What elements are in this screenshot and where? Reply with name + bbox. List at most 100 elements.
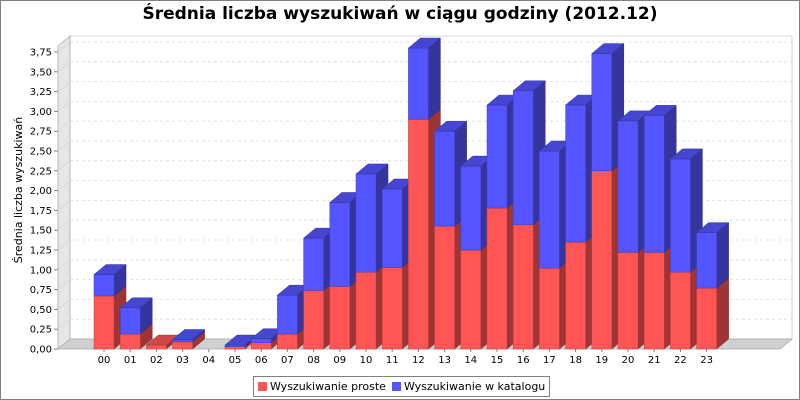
legend-item: Wyszukiwanie proste [258,380,386,393]
bar [696,287,717,350]
bar [172,341,193,350]
bar [617,120,639,253]
bar [460,165,482,251]
bar [93,295,115,350]
bar [617,252,639,350]
bar [119,333,141,350]
bar [591,53,613,172]
bar-top [407,37,442,49]
gridline [57,299,71,310]
bar-top [119,297,153,309]
bar [434,225,455,350]
bar [643,115,665,253]
gridline [57,180,71,191]
y-tick-label: 2,50 [30,147,52,158]
bar-top [93,264,127,275]
x-tick-label: 18 [569,355,582,366]
bar [303,290,324,350]
bar [512,90,534,225]
legend-item: Wyszukiwanie w katalogu [391,380,546,393]
bar [460,249,482,350]
x-tick-label: 04 [202,355,215,366]
bar [486,207,508,350]
bar-top [695,222,730,233]
x-tick-label: 23 [700,355,713,366]
gridline [57,61,71,73]
bar-top [433,120,468,132]
bar-side [716,222,729,289]
x-tick-label: 08 [307,355,320,366]
y-tick-label: 1,00 [30,265,52,276]
y-tick-label: 2,00 [30,186,52,197]
bar [408,119,429,350]
bar [172,339,193,343]
y-tick-label: 2,25 [30,166,52,177]
bar [355,271,377,350]
gridline [57,140,71,152]
y-tick-label: 3,00 [30,107,52,118]
bar [539,267,560,350]
x-tick-label: 05 [229,355,242,366]
gridline [57,101,71,112]
bar-top [171,329,206,340]
x-tick-label: 17 [543,355,556,366]
x-tick-label: 01 [124,355,137,366]
bar [277,294,298,335]
bar [250,338,272,343]
legend: Wyszukiwanie proste Wyszukiwanie w katal… [253,376,551,397]
bar [591,170,613,350]
y-axis-label: Średnia liczba wyszukiwań [12,117,25,264]
bar [119,307,141,335]
x-tick-label: 15 [491,355,504,366]
bar [434,130,455,227]
legend-label: Wyszukiwanie w katalogu [403,380,546,393]
y-tick-label: 2,75 [30,127,52,138]
x-axis-ticks: 00 01 02 03 04 05 06 07 08 09 10 11 12 13 14 15 16 17 18 19… [98,349,713,366]
bar [512,224,534,350]
x-tick-label: 06 [255,355,268,366]
x-tick-label: 00 [98,355,111,366]
bar-top [355,163,389,175]
gridline [57,160,71,172]
bar [303,237,324,291]
bar-side [716,277,729,350]
legend-label: Wyszukiwanie proste [270,380,386,393]
x-tick-label: 21 [648,355,661,366]
bar [643,252,665,350]
x-tick-label: 09 [333,355,346,366]
bar [696,232,717,289]
bar [355,173,377,273]
gridline [57,81,71,92]
bar-top [512,80,546,92]
x-tick-label: 07 [281,355,294,366]
bar [670,158,691,273]
bar-side [428,37,441,120]
gridline [57,239,71,251]
bar-top [669,148,704,160]
bar [224,346,246,350]
x-tick-label: 16 [517,355,530,366]
bar [381,188,403,268]
x-tick-label: 19 [595,355,608,366]
legend-swatch [258,382,267,391]
y-tick-label: 1,50 [30,226,52,237]
bars [93,37,730,350]
y-tick-label: 3,25 [30,87,52,98]
bar-top [643,105,677,116]
legend-swatch [391,382,401,391]
y-tick-label: 0,50 [30,305,52,316]
bar [408,47,429,120]
bar-top [591,43,625,54]
bar [565,104,586,243]
bar [670,271,691,350]
gridline [57,219,71,231]
y-tick-label: 0,75 [30,285,52,296]
x-tick-label: 13 [438,355,451,366]
y-tick-label: 3,75 [30,48,52,59]
x-tick-label: 14 [464,355,477,366]
y-tick-label: 3,50 [30,67,52,78]
bar [486,104,508,209]
x-tick-label: 03 [176,355,189,366]
y-axis-ticks: 0,00 0,25 0,50 0,75 1,00 1,25 1,50 1,75 2,00 2,25… [30,48,58,356]
chart-title: Średnia liczba wyszukiwań w ciągu godzin… [142,4,658,24]
